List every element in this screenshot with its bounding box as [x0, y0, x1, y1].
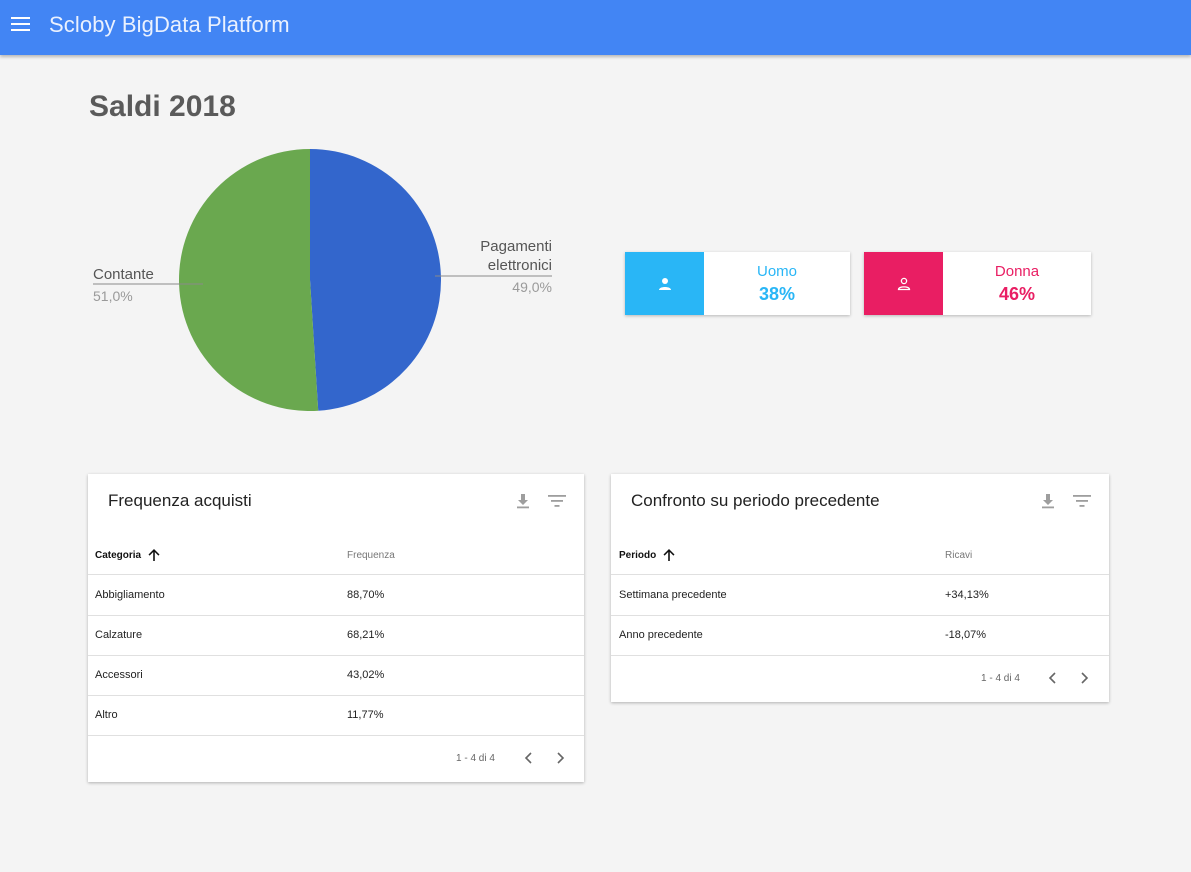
pagination-text: 1 - 4 di 4: [456, 753, 495, 764]
sort-ascending-icon: [663, 549, 675, 562]
menu-icon[interactable]: [11, 17, 30, 33]
chevron-left-icon: [1048, 672, 1056, 684]
column-header-label: Periodo: [619, 550, 657, 561]
stat-value-uomo: 38%: [758, 284, 796, 304]
chevron-right-icon: [557, 752, 565, 764]
card-title: Frequenza acquisti: [108, 491, 252, 510]
table-row: Accessori 43,02%: [88, 655, 584, 696]
filter-button[interactable]: [1073, 492, 1091, 510]
chevron-right-icon: [1081, 672, 1089, 684]
table-cell-label: Abbigliamento: [95, 589, 165, 601]
table-row: Settimana precedente +34,13%: [611, 575, 1109, 616]
stat-card-donna: Donna 46%: [864, 252, 1091, 315]
column-header-ricavi[interactable]: Ricavi: [945, 550, 973, 561]
column-header-frequenza[interactable]: Frequenza: [347, 550, 395, 561]
stat-label-uomo: Uomo: [756, 263, 797, 280]
column-header-categoria[interactable]: Categoria: [95, 538, 161, 574]
slice-percent-pagamenti-elettronici: 49,0%: [512, 279, 552, 295]
pie-slice-pagamenti-elettronici[interactable]: [310, 149, 441, 411]
frequency-table-card: Frequenza acquisti Categoria Frequenza A…: [88, 474, 584, 782]
column-header-label: Categoria: [95, 550, 142, 561]
next-page-button[interactable]: [553, 750, 569, 766]
table-cell-value: 88,70%: [347, 589, 385, 601]
table-row: Calzature 68,21%: [88, 615, 584, 656]
sort-ascending-icon: [148, 549, 160, 562]
prev-page-button[interactable]: [1044, 670, 1060, 686]
download-button[interactable]: [514, 492, 532, 510]
table-cell-value: 68,21%: [347, 629, 385, 641]
app-title: Scloby BigData Platform: [49, 12, 290, 37]
table-cell-value: -18,07%: [945, 629, 986, 641]
pagination: 1 - 4 di 4: [611, 655, 1109, 703]
person-icon: [658, 277, 671, 290]
pagination: 1 - 4 di 4: [88, 735, 584, 783]
table-cell-label: Settimana precedente: [619, 589, 727, 601]
stat-icon-box-uomo: [625, 252, 704, 315]
stat-label-donna: Donna: [994, 263, 1040, 280]
download-icon: [517, 494, 529, 509]
person-outline-icon: [897, 277, 910, 290]
stat-value-donna: 46%: [998, 284, 1036, 304]
pie-chart-svg: [93, 149, 552, 411]
chevron-left-icon: [524, 752, 532, 764]
table-cell-label: Altro: [95, 709, 118, 721]
stat-icon-box-donna: [864, 252, 943, 315]
table-cell-value: 11,77%: [347, 709, 384, 721]
next-page-button[interactable]: [1077, 670, 1093, 686]
table-row: Altro 11,77%: [88, 695, 584, 736]
payment-pie-chart: Contante 51,0% Pagamenti elettronici 49,…: [80, 140, 560, 430]
slice-label-line-2: elettronici: [487, 257, 552, 274]
table-cell-value: 43,02%: [347, 669, 385, 681]
table-cell-label: Accessori: [95, 669, 143, 681]
filter-icon: [548, 495, 566, 507]
stat-card-uomo: Uomo 38%: [625, 252, 850, 315]
table-header: Periodo Ricavi: [611, 538, 1109, 575]
download-button[interactable]: [1039, 492, 1057, 510]
table-header: Categoria Frequenza: [88, 538, 584, 575]
filter-icon: [1073, 495, 1091, 507]
card-title: Confronto su periodo precedente: [631, 491, 880, 510]
pie-slice-contante[interactable]: [178, 149, 319, 411]
prev-page-button[interactable]: [520, 750, 536, 766]
page-title: Saldi 2018: [89, 90, 236, 123]
slice-label-pagamenti-elettronici: Pagamenti elettronici: [480, 237, 552, 275]
download-icon: [1042, 494, 1054, 509]
table-cell-value: +34,13%: [945, 589, 989, 601]
slice-label-contante: Contante: [93, 266, 154, 283]
column-header-periodo[interactable]: Periodo: [619, 538, 676, 574]
slice-percent-contante: 51,0%: [93, 288, 133, 304]
slice-label-line-1: Pagamenti: [480, 238, 552, 255]
table-cell-label: Calzature: [95, 629, 143, 641]
comparison-table-card: Confronto su periodo precedente Periodo …: [611, 474, 1109, 702]
app-bar: Scloby BigData Platform: [0, 0, 1191, 55]
table-cell-label: Anno precedente: [619, 629, 703, 641]
table-row: Abbigliamento 88,70%: [88, 575, 584, 616]
filter-button[interactable]: [548, 492, 566, 510]
table-row: Anno precedente -18,07%: [611, 615, 1109, 656]
pagination-text: 1 - 4 di 4: [981, 673, 1020, 684]
